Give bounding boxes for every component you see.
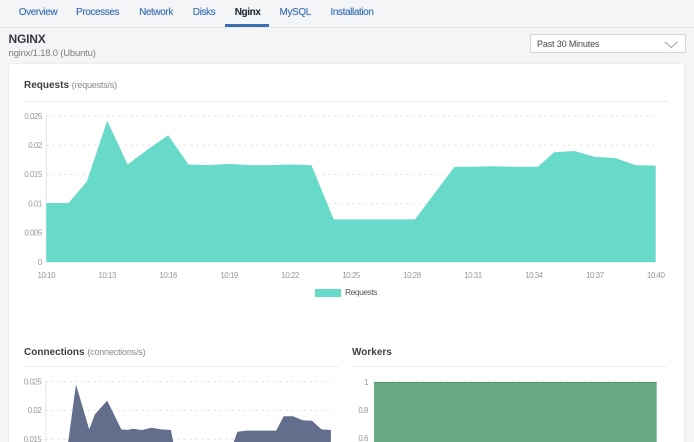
svg-text:0: 0	[38, 258, 43, 267]
svg-text:0.02: 0.02	[28, 141, 43, 150]
svg-text:0.02: 0.02	[28, 406, 43, 415]
svg-text:10:34: 10:34	[525, 271, 544, 280]
svg-text:10:16: 10:16	[159, 271, 178, 280]
svg-text:10:28: 10:28	[403, 271, 422, 280]
svg-text:0.01: 0.01	[28, 199, 43, 208]
svg-text:10:22: 10:22	[281, 271, 300, 280]
svg-text:1: 1	[364, 378, 369, 387]
svg-text:10:37: 10:37	[586, 271, 605, 280]
svg-text:10:10: 10:10	[38, 271, 57, 280]
svg-text:0.025: 0.025	[24, 377, 43, 386]
svg-text:10:40: 10:40	[647, 271, 666, 280]
svg-text:10:13: 10:13	[98, 271, 117, 280]
svg-text:0.015: 0.015	[24, 435, 43, 442]
svg-text:10:25: 10:25	[342, 271, 361, 280]
svg-text:10:19: 10:19	[220, 271, 239, 280]
svg-text:0.005: 0.005	[24, 229, 43, 238]
svg-text:0.025: 0.025	[24, 112, 43, 121]
svg-text:0.8: 0.8	[358, 406, 369, 415]
svg-text:0.015: 0.015	[24, 170, 43, 179]
svg-text:0.6: 0.6	[358, 434, 369, 442]
svg-text:10:31: 10:31	[464, 271, 483, 280]
